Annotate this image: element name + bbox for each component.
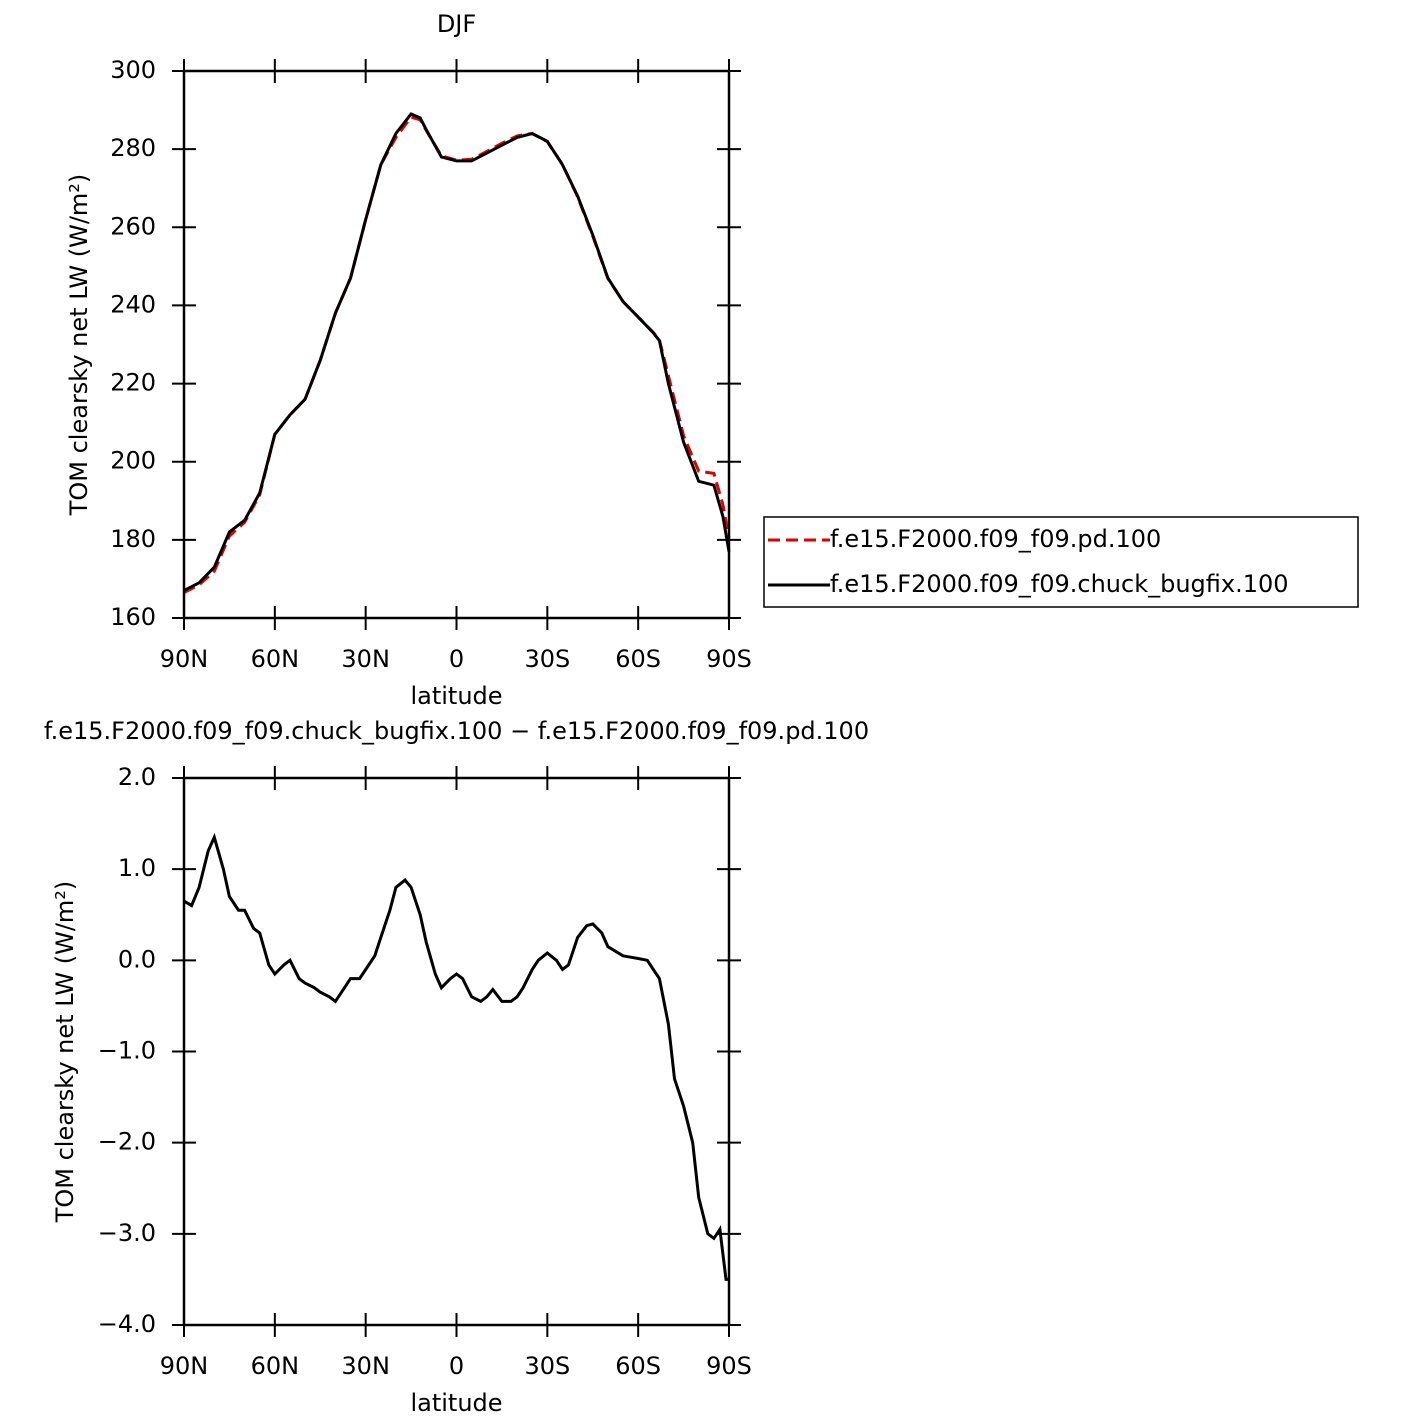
legend-label: f.e15.F2000.f09_f09.chuck_bugfix.100 [830, 570, 1289, 598]
legend-box [763, 516, 1359, 608]
y-tick-label: −2.0 [98, 1128, 156, 1156]
y-tick-label: 2.0 [118, 763, 156, 791]
data-line [183, 112, 731, 592]
x-tick-label: 30S [524, 645, 570, 673]
x-tick-label: 30S [524, 1352, 570, 1380]
y-tick-label: 0.0 [118, 945, 156, 973]
y-tick-label: 260 [110, 212, 156, 240]
y-tick-label: 280 [110, 134, 156, 162]
x-tick-label: 0 [449, 645, 464, 673]
y-tick-label: 200 [110, 447, 156, 475]
x-tick-label: 90N [160, 645, 209, 673]
x-axis-label: latitude [410, 682, 502, 710]
x-tick-label: 60S [615, 1352, 661, 1380]
x-tick-label: 30N [341, 1352, 390, 1380]
y-tick-label: 220 [110, 369, 156, 397]
y-tick-label: 160 [110, 603, 156, 631]
x-tick-label: 60S [615, 645, 661, 673]
x-tick-label: 60N [251, 1352, 300, 1380]
chart-title: f.e15.F2000.f09_f09.chuck_bugfix.100 − f… [44, 717, 869, 745]
legend-label: f.e15.F2000.f09_f09.pd.100 [830, 525, 1161, 553]
plot-frame [182, 69, 731, 620]
x-axis-label: latitude [410, 1389, 502, 1417]
x-tick-label: 60N [251, 645, 300, 673]
x-tick-label: 90S [706, 645, 752, 673]
y-tick-label: −4.0 [98, 1310, 156, 1338]
y-tick-label: 180 [110, 525, 156, 553]
y-tick-label: 300 [110, 56, 156, 84]
data-line [183, 115, 731, 594]
y-tick-label: −1.0 [98, 1037, 156, 1065]
y-tick-label: 240 [110, 290, 156, 318]
y-axis-label: TOM clearsky net LW (W/m²) [65, 174, 93, 517]
plot-frame [182, 776, 731, 1327]
data-line [183, 832, 729, 1281]
y-tick-label: 1.0 [118, 854, 156, 882]
x-tick-label: 30N [341, 645, 390, 673]
x-tick-label: 90S [706, 1352, 752, 1380]
y-axis-label: TOM clearsky net LW (W/m²) [51, 881, 79, 1224]
x-tick-label: 0 [449, 1352, 464, 1380]
chart-title: DJF [437, 10, 476, 38]
x-tick-label: 90N [160, 1352, 209, 1380]
y-tick-label: −3.0 [98, 1219, 156, 1247]
